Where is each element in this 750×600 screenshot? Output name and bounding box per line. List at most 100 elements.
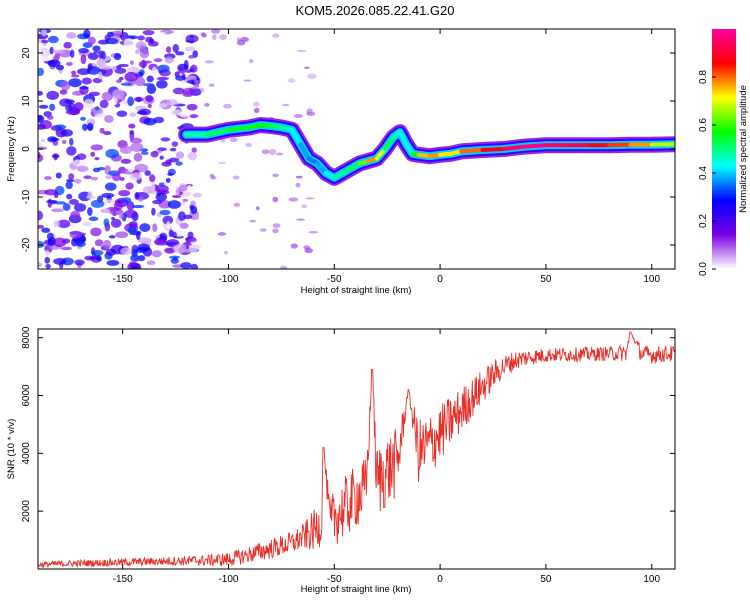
noise-blob <box>38 153 44 163</box>
noise-blob <box>118 209 124 220</box>
noise-blob <box>219 34 227 41</box>
snr-y-ticks: 2000 4000 6000 8000 <box>21 326 675 522</box>
noise-blob <box>129 60 134 66</box>
noise-blob <box>38 114 45 124</box>
noise-blob <box>103 199 115 204</box>
y-tick-label: 20 <box>21 47 32 59</box>
ridge-segment <box>315 161 328 175</box>
noise-blob <box>138 60 148 68</box>
noise-blob <box>288 197 299 202</box>
noise-blob <box>211 34 217 41</box>
x-tick-label: 0 <box>437 574 443 585</box>
noise-blob <box>159 209 171 216</box>
noise-blob <box>175 51 185 56</box>
noise-blob <box>243 79 252 82</box>
noise-blob <box>191 86 199 90</box>
noise-blob <box>104 34 112 41</box>
noise-blob <box>179 222 189 229</box>
snr-x-ticks: -150 -100 -50 0 50 100 <box>113 329 661 585</box>
noise-blob <box>51 208 64 213</box>
spectrogram-x-label: Height of straight line (km) <box>301 285 412 296</box>
noise-blob <box>69 137 74 146</box>
y-tick-label: 0 <box>21 146 32 152</box>
noise-blob <box>255 206 260 211</box>
noise-blob <box>105 148 119 159</box>
noise-blob <box>187 238 198 243</box>
colorbar-label: Normalized spectral amplitude <box>738 85 749 213</box>
noise-blob <box>94 113 107 119</box>
noise-blob <box>65 61 73 67</box>
noise-blob <box>296 218 306 221</box>
noise-blob <box>209 173 215 178</box>
noise-blob <box>133 96 144 102</box>
noise-blob <box>48 35 59 44</box>
noise-blob <box>155 192 168 202</box>
noise-blob <box>163 181 173 187</box>
ridge-segment <box>226 125 252 132</box>
noise-blob <box>160 137 171 142</box>
noise-blob <box>38 210 44 221</box>
noise-blob <box>106 259 120 266</box>
y-tick-label: 2000 <box>21 500 32 523</box>
noise-blob <box>112 97 118 106</box>
noise-blob <box>88 91 101 97</box>
noise-blob <box>68 198 79 205</box>
noise-blob <box>150 150 159 158</box>
colorbar: 0.0 0.2 0.4 0.6 0.8 Normalized spectral ampl… <box>698 29 749 276</box>
noise-blob <box>287 78 296 83</box>
noise-blob <box>86 122 94 131</box>
noise-blob <box>272 196 279 203</box>
x-tick-label: 50 <box>540 574 552 585</box>
noise-blob <box>74 259 85 266</box>
x-tick-label: 100 <box>643 574 660 585</box>
x-tick-label: -100 <box>218 574 238 585</box>
y-tick-label: -10 <box>21 189 32 204</box>
noise-blob <box>120 247 132 256</box>
noise-blob <box>99 99 109 109</box>
noise-blob <box>54 201 66 205</box>
noise-blob <box>204 103 210 107</box>
noise-blob <box>41 227 51 233</box>
noise-blob <box>82 123 88 131</box>
noise-blob <box>152 223 158 232</box>
noise-blob <box>165 221 171 230</box>
noise-blob <box>153 58 163 63</box>
noise-blob <box>211 29 221 34</box>
noise-blob <box>295 182 301 188</box>
noise-blob <box>87 36 96 45</box>
noise-blob <box>96 58 107 67</box>
noise-blob <box>38 142 43 146</box>
noise-blob <box>44 250 50 257</box>
noise-blob <box>39 56 49 63</box>
noise-blob <box>46 90 60 101</box>
noise-blob <box>180 201 186 207</box>
noise-blob <box>44 176 52 180</box>
noise-blob <box>90 176 99 181</box>
noise-blob <box>157 147 167 152</box>
noise-blob <box>127 226 137 235</box>
noise-blob <box>272 223 281 229</box>
x-tick-label: -50 <box>327 274 342 285</box>
noise-blob <box>103 239 112 250</box>
spectrogram-y-label: Frequency (Hz) <box>6 116 17 181</box>
noise-blob <box>204 60 214 64</box>
noise-blob <box>151 66 158 75</box>
noise-blob <box>130 137 143 144</box>
noise-blob <box>87 52 99 61</box>
noise-blob <box>175 186 180 197</box>
noise-blob <box>96 254 102 261</box>
noise-blob <box>126 201 135 211</box>
noise-blob <box>80 116 86 121</box>
noise-blob <box>127 165 135 173</box>
y-tick-label: -20 <box>21 237 32 252</box>
noise-blob <box>108 235 116 239</box>
noise-blob <box>304 247 314 254</box>
spectral-ridge <box>178 117 675 186</box>
noise-blob <box>304 66 310 69</box>
noise-blob <box>156 80 168 89</box>
noise-blob <box>174 71 180 78</box>
noise-blob <box>119 145 133 154</box>
noise-blob <box>295 175 303 179</box>
noise-blob <box>178 111 191 118</box>
